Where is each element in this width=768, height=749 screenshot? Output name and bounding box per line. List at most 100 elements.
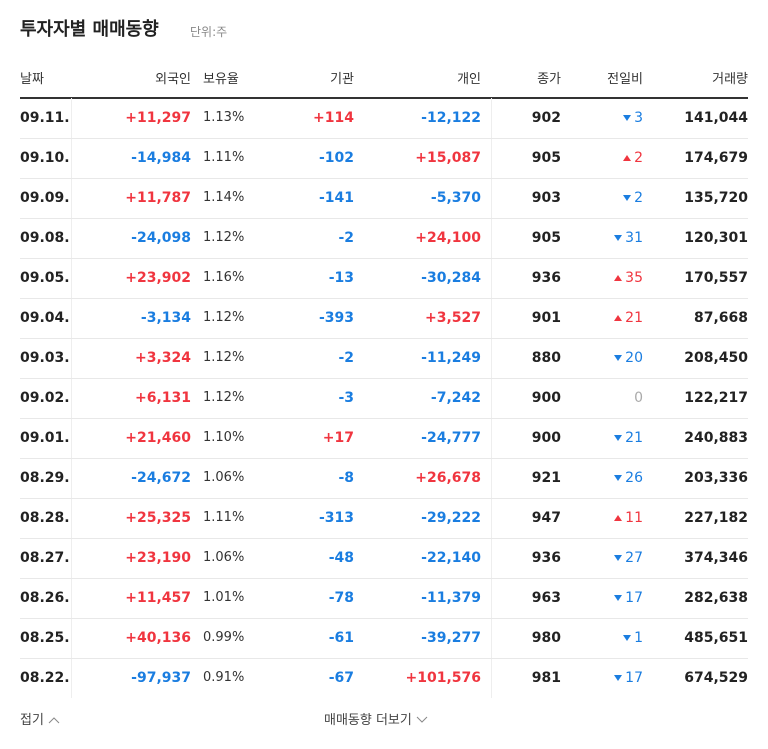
collapse-label: 접기: [20, 713, 44, 728]
column-header: 거래량: [712, 72, 748, 87]
change: 21: [625, 430, 643, 446]
holding: 1.06%: [203, 550, 245, 565]
change-arrow: [623, 635, 631, 641]
foreign: +3,324: [134, 350, 191, 366]
volume: 227,182: [684, 510, 748, 526]
institution: -61: [328, 630, 354, 646]
close: 963: [531, 590, 561, 606]
institution: -393: [318, 310, 354, 326]
close: 880: [531, 350, 561, 366]
change: 11: [625, 510, 643, 526]
institution: +17: [322, 430, 354, 446]
holding: 1.12%: [203, 310, 245, 325]
individual: -12,122: [421, 110, 481, 126]
institution: -48: [328, 550, 354, 566]
more-button[interactable]: 매매동향 더보기: [324, 711, 428, 731]
individual: +3,527: [424, 310, 481, 326]
foreign: -14,984: [131, 150, 191, 166]
date: 08.22.: [20, 670, 70, 686]
row-rule: [20, 378, 748, 379]
foreign: +11,297: [125, 110, 191, 126]
date: 09.01.: [20, 430, 70, 446]
change: 35: [625, 270, 643, 286]
foreign: -24,098: [131, 230, 191, 246]
close: 900: [531, 390, 561, 406]
foreign: +40,136: [125, 630, 191, 646]
holding: 1.06%: [203, 470, 245, 485]
volume: 374,346: [684, 550, 748, 566]
individual: -7,242: [430, 390, 481, 406]
volume: 282,638: [684, 590, 748, 606]
volume: 174,679: [684, 150, 748, 166]
change: 2: [634, 190, 643, 206]
row-rule: [20, 578, 748, 579]
holding: 1.12%: [203, 230, 245, 245]
date: 08.29.: [20, 470, 70, 486]
column-header: 개인: [457, 72, 481, 87]
individual: -5,370: [430, 190, 481, 206]
foreign: +11,787: [125, 190, 191, 206]
individual: -24,777: [421, 430, 481, 446]
change: 26: [625, 470, 643, 486]
column-header: 외국인: [155, 72, 191, 87]
change-arrow: [614, 275, 622, 281]
foreign: +23,902: [125, 270, 191, 286]
column-header: 기관: [330, 72, 354, 87]
close: 936: [531, 550, 561, 566]
close: 981: [531, 670, 561, 686]
holding: 1.13%: [203, 110, 245, 125]
institution: -67: [328, 670, 354, 686]
row-rule: [20, 138, 748, 139]
institution: +114: [313, 110, 354, 126]
change-arrow: [614, 515, 622, 521]
holding: 1.12%: [203, 350, 245, 365]
row-rule: [20, 538, 748, 539]
foreign: -3,134: [140, 310, 191, 326]
holding: 1.14%: [203, 190, 245, 205]
close: 921: [531, 470, 561, 486]
column-header: 전일비: [607, 72, 643, 87]
date: 09.10.: [20, 150, 70, 166]
collapse-button[interactable]: 접기: [20, 711, 60, 731]
foreign: +11,457: [125, 590, 191, 606]
institution: -141: [318, 190, 354, 206]
change-arrow: [614, 675, 622, 681]
individual: -29,222: [421, 510, 481, 526]
change-arrow: [614, 235, 622, 241]
volume: 240,883: [684, 430, 748, 446]
date: 08.26.: [20, 590, 70, 606]
change: 17: [625, 590, 643, 606]
close: 905: [531, 150, 561, 166]
change-arrow: [623, 115, 631, 121]
column-header: 날짜: [20, 72, 44, 87]
date: 09.03.: [20, 350, 70, 366]
change-arrow: [614, 595, 622, 601]
change: 2: [634, 150, 643, 166]
holding: 1.12%: [203, 390, 245, 405]
header-rule: [20, 97, 748, 99]
volume: 203,336: [684, 470, 748, 486]
close: 947: [531, 510, 561, 526]
volume: 87,668: [693, 310, 748, 326]
individual: -30,284: [421, 270, 481, 286]
volume: 122,217: [684, 390, 748, 406]
institution: -2: [338, 350, 354, 366]
close: 901: [531, 310, 561, 326]
holding: 1.11%: [203, 510, 245, 525]
change: 27: [625, 550, 643, 566]
change: 0: [634, 390, 643, 406]
holding: 0.91%: [203, 670, 245, 685]
date: 08.25.: [20, 630, 70, 646]
volume: 135,720: [684, 190, 748, 206]
change: 20: [625, 350, 643, 366]
individual: -11,249: [421, 350, 481, 366]
row-rule: [20, 418, 748, 419]
close: 936: [531, 270, 561, 286]
row-rule: [20, 298, 748, 299]
date: 08.27.: [20, 550, 70, 566]
holding: 1.11%: [203, 150, 245, 165]
institution: -2: [338, 230, 354, 246]
date: 09.04.: [20, 310, 70, 326]
unit: 단위:주: [190, 25, 228, 39]
foreign: +23,190: [125, 550, 191, 566]
